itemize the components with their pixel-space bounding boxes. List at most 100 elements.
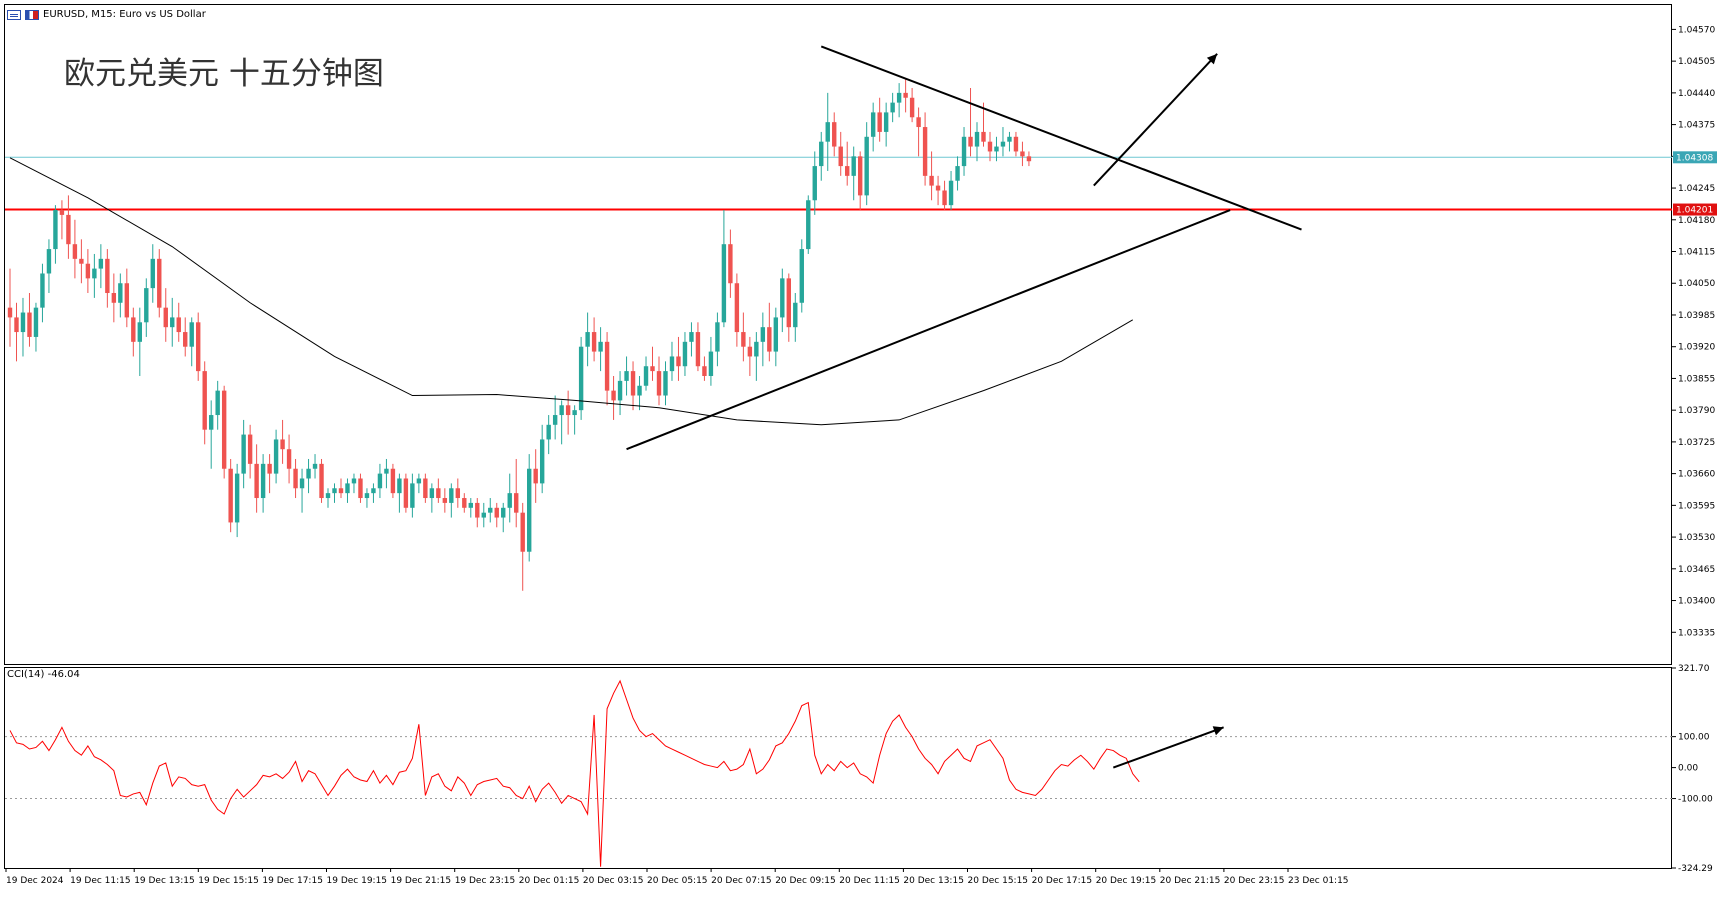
candle-bear: [72, 244, 78, 259]
time-axis-label: 20 Dec 17:15: [1032, 876, 1093, 886]
candle-bear: [7, 307, 13, 318]
candle-bear: [604, 341, 610, 391]
candle-bull: [98, 258, 104, 269]
candle-bear: [741, 332, 746, 347]
candle-bear: [494, 507, 499, 518]
candle-bull: [637, 385, 642, 396]
candle-bull: [793, 302, 798, 328]
chart-menu-icon[interactable]: [7, 9, 21, 20]
candle-bear: [85, 263, 91, 279]
candle-bear: [358, 478, 363, 499]
candle-bull: [449, 488, 454, 503]
candle-bull: [773, 317, 779, 352]
price-axis-label: 1.03985: [1678, 311, 1715, 321]
candle-bear: [1026, 156, 1032, 162]
candle-bull: [870, 112, 876, 137]
candle-bull: [53, 210, 58, 250]
candle-bear: [728, 244, 733, 284]
price-axis-label: 1.03465: [1678, 565, 1715, 575]
candle-bull: [961, 136, 967, 167]
candle-bear: [105, 258, 110, 294]
candle-bear: [650, 366, 655, 372]
candle-bear: [338, 488, 344, 494]
candle-bear: [1013, 136, 1019, 152]
time-axis-label: 20 Dec 13:15: [903, 876, 964, 886]
candle-bull: [92, 268, 97, 279]
candle-bear: [857, 156, 863, 196]
cci-panel: [5, 679, 1672, 867]
candle-bear: [59, 210, 65, 215]
cci-axis-label: 321.70: [1678, 664, 1710, 674]
candle-bear: [942, 190, 947, 206]
candle-bear: [196, 322, 201, 372]
time-axis-label: 20 Dec 05:15: [647, 876, 708, 886]
candle-bear: [676, 356, 681, 367]
breakout-arrow-head: [1206, 53, 1218, 65]
candle-bull: [948, 180, 954, 206]
candle-bull: [1000, 141, 1006, 147]
candle-bull: [896, 92, 902, 103]
candle-bear: [877, 112, 882, 132]
candle-bear: [747, 346, 753, 357]
price-panel: [5, 45, 1672, 591]
candle-bear: [987, 141, 993, 152]
candle-bull: [46, 249, 52, 274]
cci-axis-label: 100.00: [1678, 733, 1710, 743]
time-axis-label: 20 Dec 01:15: [519, 876, 580, 886]
candle-bear: [131, 317, 136, 342]
candle-bull: [890, 102, 895, 113]
candle-bull: [643, 366, 649, 386]
candle-bull: [806, 200, 811, 250]
cci-arrow-head: [1212, 726, 1224, 736]
candle-bull: [572, 410, 577, 416]
candle-bull: [539, 439, 545, 484]
candle-bull: [40, 273, 45, 308]
candle-bear: [702, 366, 707, 376]
time-axis-label: 19 Dec 15:15: [198, 876, 259, 886]
candle-bear: [403, 478, 409, 508]
candle-bull: [721, 244, 727, 323]
candle-bear: [656, 371, 662, 396]
candle-bear: [228, 468, 233, 523]
candle-bear: [909, 97, 915, 118]
candle-bear: [183, 332, 188, 347]
candle-bull: [715, 322, 720, 352]
candle-bull: [345, 483, 350, 494]
price-axis-label: 1.03335: [1678, 628, 1715, 638]
candle-bull: [883, 112, 889, 132]
time-axis-label: 20 Dec 09:15: [775, 876, 836, 886]
candle-bear: [319, 463, 324, 499]
candle-bull: [799, 249, 804, 303]
candle-bull: [825, 122, 830, 142]
price-axis-label: 1.03530: [1678, 533, 1715, 543]
candle-bear: [533, 468, 538, 484]
price-axis-label: 1.03920: [1678, 343, 1715, 353]
time-axis-label: 19 Dec 21:15: [391, 876, 452, 886]
price-axis-label: 1.03790: [1678, 406, 1715, 416]
candle-bear: [436, 488, 441, 499]
candle-bull: [332, 488, 337, 494]
candle-bear: [786, 278, 791, 328]
candle-bull: [1007, 136, 1012, 142]
candle-bull: [299, 478, 305, 489]
candle-bull: [812, 166, 817, 201]
support-price-label: 1.04201: [1676, 206, 1713, 216]
candle-bull: [364, 493, 370, 499]
candle-bull: [754, 341, 759, 357]
candle-bear: [916, 117, 921, 128]
price-axis-label: 1.04375: [1678, 121, 1715, 131]
candle-bear: [981, 131, 986, 142]
candle-bull: [708, 351, 714, 376]
candle-bull: [410, 483, 415, 508]
candle-bear: [293, 468, 298, 489]
candle-bear: [163, 307, 168, 328]
candle-bear: [611, 390, 616, 401]
time-axis-label: 19 Dec 23:15: [455, 876, 516, 886]
cci-line: [9, 679, 1140, 867]
candle-bull: [955, 166, 960, 181]
candle-bull: [689, 332, 694, 342]
candle-bear: [27, 312, 32, 337]
candle-bear: [935, 185, 941, 191]
candle-bull: [170, 317, 175, 328]
